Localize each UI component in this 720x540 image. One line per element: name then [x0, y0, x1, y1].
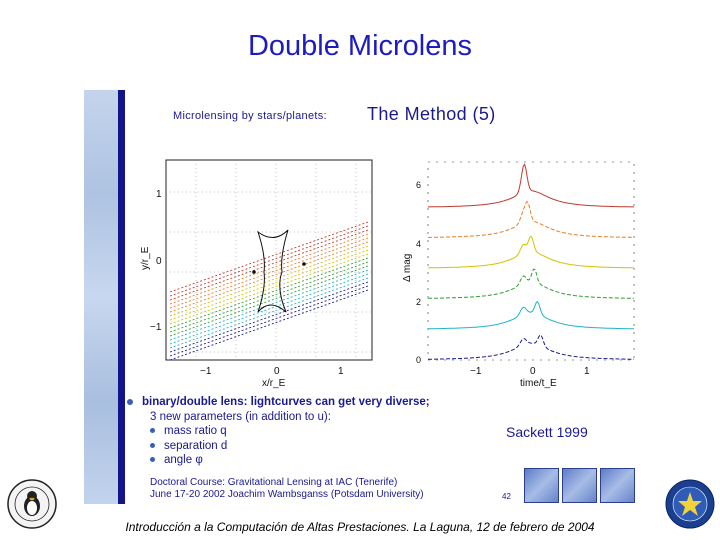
trajectory-4-2: [169, 277, 369, 349]
lightcurve-y-tick-2: 2: [416, 297, 421, 307]
university-seal-logo: [7, 479, 57, 529]
caustic-x-tick-0: 0: [274, 366, 280, 377]
trajectory-2-0: [169, 245, 369, 317]
lightcurve-x-tick-0: 0: [530, 366, 536, 377]
caustic-plot: 1 0 −1 −1 0 1 x/r_E y/r_E: [140, 159, 373, 389]
caustic-plot-trajectories: [169, 221, 369, 361]
bullet-main-text: binary/double lens: lightcurves can get …: [142, 396, 430, 408]
lightcurve-4: [428, 300, 634, 330]
trajectory-5-2: [169, 289, 369, 361]
lightcurve-5: [428, 334, 634, 360]
bullet-item-separation: separation d: [124, 439, 430, 454]
trajectory-3-1: [169, 261, 369, 333]
lightcurve-x-tick-1: 1: [584, 366, 590, 377]
trajectory-2-1: [169, 249, 369, 321]
lightcurve-series: [427, 163, 635, 360]
lightcurve-1: [428, 200, 634, 238]
trajectory-1-2: [169, 241, 369, 313]
slide-header-small: Microlensing by stars/planets:: [173, 110, 327, 122]
lightcurve-y-tick-6: 6: [416, 180, 421, 190]
trajectory-3-0: [169, 257, 369, 329]
caustic-y-tick-1: 1: [156, 189, 162, 200]
bullet-list: binary/double lens: lightcurves can get …: [124, 395, 430, 468]
nav-tile-2: [562, 468, 597, 503]
lens-star-1: [252, 270, 256, 274]
caustic-x-label: x/r_E: [262, 378, 286, 389]
page-title: Double Microlens: [247, 30, 473, 62]
trajectory-0-0: [169, 221, 369, 293]
lightcurve-y-label: Δ mag: [402, 254, 413, 282]
bullet-item-mass-ratio: mass ratio q: [124, 424, 430, 439]
caustic-y-tick-neg1: −1: [150, 322, 162, 333]
lens-star-2: [302, 262, 306, 266]
lightcurve-y-tick-4: 4: [416, 239, 421, 249]
trajectory-5-1: [169, 285, 369, 357]
institute-emblem-logo: [665, 479, 715, 529]
trajectory-0-1: [169, 225, 369, 297]
nav-tile-1: [524, 468, 559, 503]
caustic-plot-frame: [165, 159, 373, 361]
caustic-y-tick-0: 0: [156, 256, 162, 267]
trajectory-2-2: [169, 253, 369, 325]
lightcurve-2: [427, 235, 635, 269]
trajectory-4-1: [169, 273, 369, 345]
trajectory-3-2: [169, 265, 369, 337]
slide-footer-line-2: June 17-20 2002 Joachim Wambsganss (Pots…: [150, 489, 424, 500]
lightcurve-plot: 6 4 2 0 −1 0 1 time/t_E Δ mag: [402, 161, 635, 389]
bullet-item-angle: angle φ: [124, 453, 430, 468]
trajectory-1-0: [169, 233, 369, 305]
caustic-y-label: y/r_E: [140, 246, 151, 270]
slide-image: Microlensing by stars/planets: The Metho…: [84, 90, 646, 504]
trajectory-0-2: [169, 229, 369, 301]
caustic-plot-grid: [166, 160, 372, 360]
bullet-main: binary/double lens: lightcurves can get …: [124, 395, 430, 410]
lightcurve-0: [428, 163, 634, 208]
lightcurve-y-tick-0: 0: [416, 355, 421, 365]
slide-side-stripe: [118, 90, 125, 504]
caustic-x-tick-neg1: −1: [200, 366, 212, 377]
nav-tile-3: [600, 468, 635, 503]
bullet-subtitle: 3 new parameters (in addition to u):: [150, 410, 331, 423]
lightcurve-x-tick-neg1: −1: [470, 366, 482, 377]
lightcurve-3: [428, 268, 634, 299]
slide-side-texture: [84, 90, 122, 504]
slide-page-number: 42: [502, 492, 511, 501]
caustic-curve: [257, 229, 289, 313]
slide-footer-line-1: Doctoral Course: Gravitational Lensing a…: [150, 477, 398, 488]
lightcurve-plot-frame: [427, 161, 635, 361]
slide-header-big: The Method (5): [367, 104, 496, 124]
bottom-caption: Introducción a la Computación de Altas P…: [125, 520, 595, 534]
trajectory-5-0: [169, 281, 369, 353]
lightcurve-x-label: time/t_E: [520, 378, 557, 389]
caustic-x-tick-1: 1: [338, 366, 344, 377]
citation: Sackett 1999: [506, 424, 588, 440]
trajectory-1-1: [169, 237, 369, 309]
